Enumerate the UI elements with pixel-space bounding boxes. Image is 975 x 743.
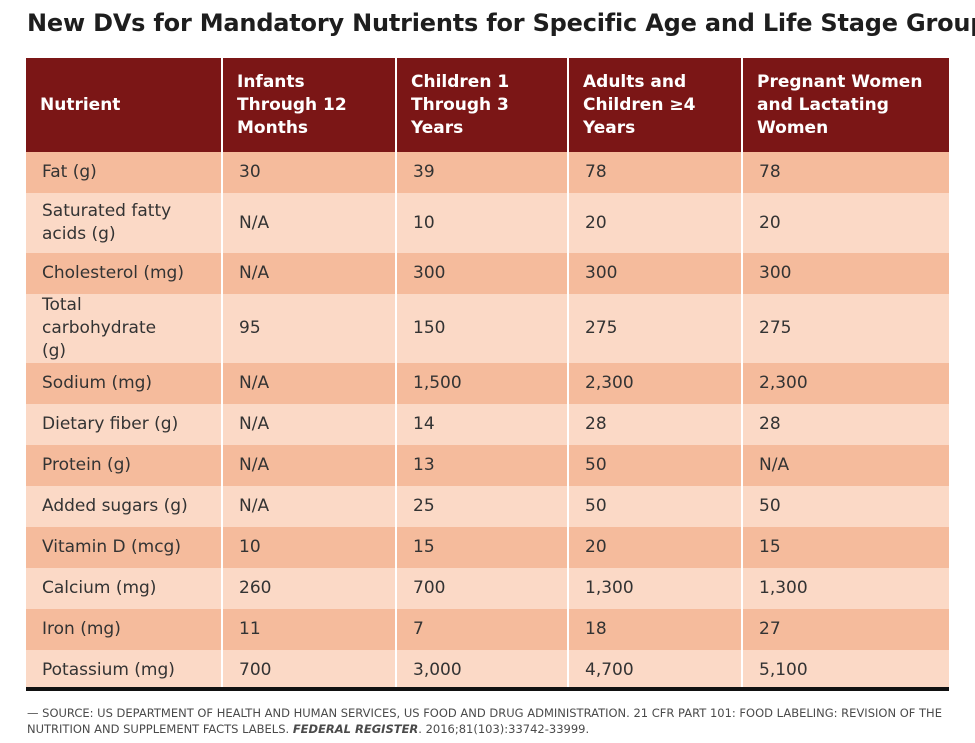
value-cell: 13 — [396, 445, 569, 486]
value-cell: 2,300 — [568, 363, 743, 404]
value-cell: N/A — [222, 404, 397, 445]
value-cell: 18 — [568, 609, 743, 650]
value-cell: 95 — [222, 294, 397, 363]
value-cell: 25 — [396, 486, 569, 527]
value-cell: 300 — [396, 253, 569, 294]
table-row: Iron (mg) 11 7 18 27 — [26, 609, 949, 650]
value-cell: 15 — [396, 527, 569, 568]
value-cell: 4,700 — [568, 650, 743, 691]
value-cell: N/A — [742, 445, 949, 486]
value-cell: 260 — [222, 568, 397, 609]
nutrient-cell: Saturated fatty acids (g) — [26, 193, 223, 253]
nutrient-cell: Total carbohydrate (g) — [26, 294, 223, 363]
table-row: Dietary fiber (g) N/A 14 28 28 — [26, 404, 949, 445]
value-cell: 78 — [568, 152, 743, 193]
nutrient-cell: Vitamin D (mcg) — [26, 527, 223, 568]
value-cell: 20 — [742, 193, 949, 253]
value-cell: 10 — [222, 527, 397, 568]
nutrient-cell: Iron (mg) — [26, 609, 223, 650]
value-cell: 700 — [396, 568, 569, 609]
table-row: Potassium (mg) 700 3,000 4,700 5,100 — [26, 650, 949, 691]
value-cell: 150 — [396, 294, 569, 363]
value-cell: 14 — [396, 404, 569, 445]
bottom-rule — [26, 687, 949, 691]
header-pregnant: Pregnant Women and Lactating Women — [742, 58, 949, 152]
value-cell: 11 — [222, 609, 397, 650]
value-cell: 10 — [396, 193, 569, 253]
table-row: Added sugars (g) N/A 25 50 50 — [26, 486, 949, 527]
nutrient-cell: Added sugars (g) — [26, 486, 223, 527]
header-infants: Infants Through 12 Months — [222, 58, 397, 152]
nutrient-table: Nutrient Infants Through 12 Months Child… — [26, 58, 949, 691]
value-cell: 300 — [568, 253, 743, 294]
value-cell: N/A — [222, 486, 397, 527]
table-row: Vitamin D (mcg) 10 15 20 15 — [26, 527, 949, 568]
value-cell: 275 — [742, 294, 949, 363]
value-cell: N/A — [222, 193, 397, 253]
value-cell: 300 — [742, 253, 949, 294]
value-cell: 700 — [222, 650, 397, 691]
value-cell: 39 — [396, 152, 569, 193]
value-cell: N/A — [222, 363, 397, 404]
header-nutrient: Nutrient — [26, 58, 223, 152]
nutrient-cell: Fat (g) — [26, 152, 223, 193]
header-children: Children 1 Through 3 Years — [396, 58, 569, 152]
nutrient-cell: Protein (g) — [26, 445, 223, 486]
value-cell: 27 — [742, 609, 949, 650]
nutrient-cell: Calcium (mg) — [26, 568, 223, 609]
value-cell: N/A — [222, 253, 397, 294]
table-row: Cholesterol (mg) N/A 300 300 300 — [26, 253, 949, 294]
value-cell: 50 — [742, 486, 949, 527]
source-suffix: . 2016;81(103):33742-33999. — [418, 722, 590, 736]
value-cell: 20 — [568, 527, 743, 568]
value-cell: 15 — [742, 527, 949, 568]
nutrient-cell: Dietary fiber (g) — [26, 404, 223, 445]
nutrient-cell: Sodium (mg) — [26, 363, 223, 404]
table-row: Fat (g) 30 39 78 78 — [26, 152, 949, 193]
value-cell: 275 — [568, 294, 743, 363]
value-cell: 1,500 — [396, 363, 569, 404]
table-row: Saturated fatty acids (g) N/A 10 20 20 — [26, 193, 949, 253]
table-row: Protein (g) N/A 13 50 N/A — [26, 445, 949, 486]
value-cell: 50 — [568, 486, 743, 527]
header-adults: Adults and Children ≥4 Years — [568, 58, 743, 152]
source-journal: FEDERAL REGISTER — [292, 722, 419, 736]
page-title: New DVs for Mandatory Nutrients for Spec… — [27, 9, 975, 37]
value-cell: 2,300 — [742, 363, 949, 404]
table-row: Sodium (mg) N/A 1,500 2,300 2,300 — [26, 363, 949, 404]
source-note: — SOURCE: US DEPARTMENT OF HEALTH AND HU… — [27, 705, 952, 737]
value-cell: 5,100 — [742, 650, 949, 691]
value-cell: 28 — [742, 404, 949, 445]
source-prefix: — SOURCE: US DEPARTMENT OF HEALTH AND HU… — [27, 706, 942, 736]
value-cell: 3,000 — [396, 650, 569, 691]
value-cell: 50 — [568, 445, 743, 486]
value-cell: 78 — [742, 152, 949, 193]
value-cell: 7 — [396, 609, 569, 650]
value-cell: N/A — [222, 445, 397, 486]
value-cell: 1,300 — [568, 568, 743, 609]
value-cell: 28 — [568, 404, 743, 445]
value-cell: 30 — [222, 152, 397, 193]
table-row: Total carbohydrate (g) 95 150 275 275 — [26, 294, 949, 363]
table-header-row: Nutrient Infants Through 12 Months Child… — [26, 58, 949, 152]
nutrient-cell: Potassium (mg) — [26, 650, 223, 691]
value-cell: 1,300 — [742, 568, 949, 609]
table-row: Calcium (mg) 260 700 1,300 1,300 — [26, 568, 949, 609]
value-cell: 20 — [568, 193, 743, 253]
nutrient-cell: Cholesterol (mg) — [26, 253, 223, 294]
